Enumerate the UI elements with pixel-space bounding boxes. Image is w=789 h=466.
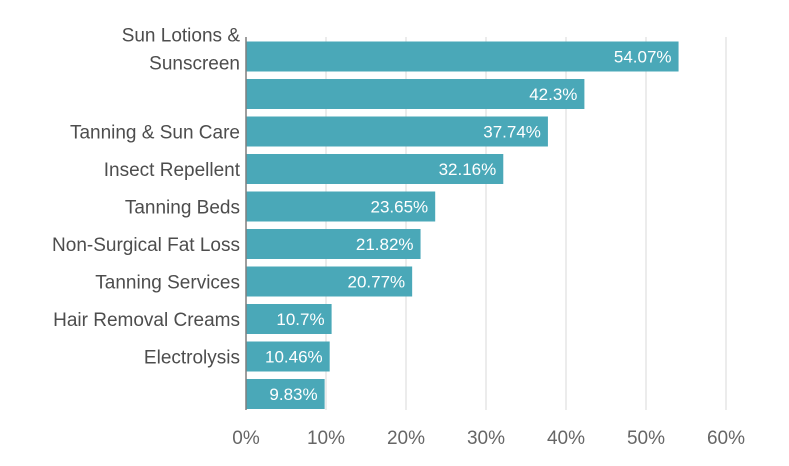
category-labels: Sun Lotions & Sunscreen Tanning & Sun Care… — [52, 26, 241, 369]
category-label-6: Tanning Services — [95, 273, 240, 294]
bar-8 — [246, 341, 330, 372]
category-label-0: Sun Lotions & Sunscreen — [122, 26, 241, 75]
bar-9 — [246, 379, 325, 409]
category-label-4: Tanning Beds — [125, 198, 240, 219]
data-label-7: 10.7% — [276, 310, 324, 329]
x-axis-tick-labels: 0% 10% 20% 30% 40% 50% 60% — [232, 428, 745, 449]
category-label-5: Non-Surgical Fat Loss — [52, 235, 240, 256]
bar-0 — [246, 41, 679, 72]
data-label-4: 23.65% — [371, 198, 429, 217]
bar-6 — [246, 266, 413, 297]
data-label-3: 32.16% — [439, 160, 497, 179]
x-tick-label-20: 20% — [387, 428, 425, 449]
data-label-0: 54.07% — [614, 48, 672, 67]
bar-5 — [246, 229, 421, 259]
bar-1 — [246, 79, 585, 109]
bar-2 — [246, 116, 548, 147]
category-label-3: Insect Repellent — [104, 160, 241, 181]
bar-7 — [246, 304, 332, 334]
data-label-2: 37.74% — [483, 123, 541, 142]
x-tick-label-0: 0% — [232, 428, 260, 449]
data-label-6: 20.77% — [347, 273, 405, 292]
bar-3 — [246, 154, 504, 184]
x-tick-label-50: 50% — [627, 428, 665, 449]
x-tick-label-40: 40% — [547, 428, 585, 449]
x-tick-label-60: 60% — [707, 428, 745, 449]
x-tick-label-30: 30% — [467, 428, 505, 449]
category-label-8: Electrolysis — [144, 348, 240, 369]
data-label-9: 9.83% — [269, 385, 317, 404]
x-tick-label-10: 10% — [307, 428, 345, 449]
category-label-7: Hair Removal Creams — [53, 310, 240, 331]
category-label-2: Tanning & Sun Care — [70, 123, 240, 144]
data-label-8: 10.46% — [265, 348, 323, 367]
bar-4 — [246, 191, 436, 222]
data-label-5: 21.82% — [356, 235, 414, 254]
data-label-1: 42.3% — [529, 85, 577, 104]
bars-layer: 54.07% 42.3% 37.74% 32.16% 23.65% 21.82% 20.77… — [246, 41, 679, 409]
